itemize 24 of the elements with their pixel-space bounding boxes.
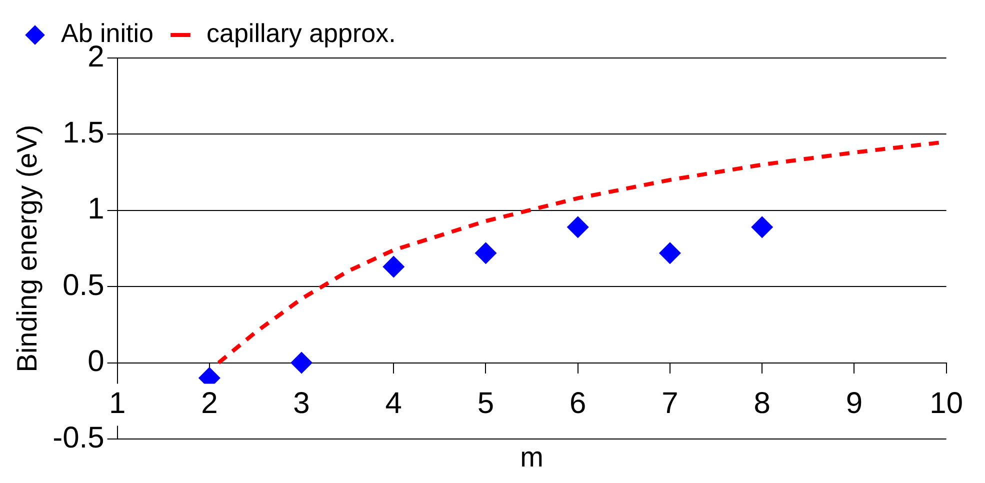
x-tick-label: 9 xyxy=(846,387,863,420)
y-tick-label: 1 xyxy=(88,192,104,226)
x-tick-label: 3 xyxy=(293,387,310,420)
point xyxy=(566,216,589,238)
y-tick-label: -0.5 xyxy=(52,421,104,454)
x-tick-label: 10 xyxy=(930,387,964,420)
point xyxy=(474,242,497,264)
x-tick-label: 1 xyxy=(108,387,126,420)
y-axis-title: Binding energy (eV) xyxy=(12,124,43,372)
x-tick-label: 7 xyxy=(662,387,678,420)
x-tick-label: 8 xyxy=(754,387,770,420)
x-axis-title: m xyxy=(520,442,544,473)
x-tick-label: 5 xyxy=(477,387,494,420)
y-tick-label: 0.5 xyxy=(62,268,104,302)
point xyxy=(382,256,405,278)
point xyxy=(658,242,681,264)
x-tick-label: 6 xyxy=(570,387,586,420)
legend-label: capillary approx. xyxy=(206,18,396,48)
point xyxy=(751,216,774,238)
x-tick-label: 4 xyxy=(385,387,402,420)
x-tick-label: 2 xyxy=(201,387,218,420)
y-tick-label: 1.5 xyxy=(62,116,104,150)
point xyxy=(290,352,313,374)
y-tick-label: 0 xyxy=(88,345,104,378)
